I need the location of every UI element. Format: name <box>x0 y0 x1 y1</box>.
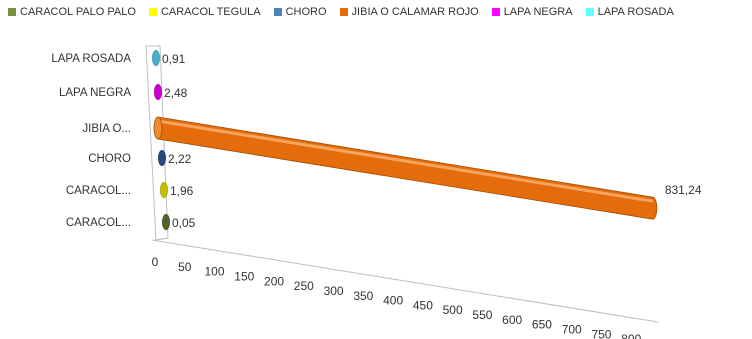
plot-back-wall <box>145 45 169 241</box>
legend-label: LAPA ROSADA <box>597 6 674 18</box>
x-tick-label: 450 <box>413 298 433 312</box>
legend-item: LAPA ROSADA <box>585 6 674 18</box>
legend-label: CARACOL PALO PALO <box>20 6 136 18</box>
x-axis-line <box>151 239 659 323</box>
x-tick-label: 650 <box>532 318 552 332</box>
x-tick-label: 550 <box>472 308 492 322</box>
bar-cap <box>153 116 163 140</box>
legend-label: LAPA NEGRA <box>503 6 573 18</box>
legend-swatch <box>585 8 594 16</box>
x-tick-label: 700 <box>562 323 582 337</box>
bar-0 <box>161 213 171 231</box>
legend-item: JIBIA O CALAMAR ROJO <box>339 6 479 18</box>
bar-4 <box>153 83 163 101</box>
bar-1 <box>159 181 169 199</box>
legend-swatch <box>8 8 16 16</box>
legend-item: CARACOL PALO PALO <box>8 6 136 18</box>
x-tick-label: 600 <box>502 313 522 327</box>
bar-2 <box>157 149 167 167</box>
x-tick-label: 250 <box>294 279 314 293</box>
y-tick-label: CARACOL... <box>66 185 131 197</box>
data-label: 0,91 <box>162 52 186 66</box>
x-tick-label: 150 <box>234 269 254 283</box>
data-label: 1,96 <box>170 184 194 198</box>
y-tick-label: LAPA NEGRA <box>59 87 131 99</box>
legend-swatch <box>273 8 282 16</box>
legend-label: CHORO <box>285 6 327 18</box>
bar-3 <box>153 116 658 220</box>
y-tick-label: LAPA ROSADA <box>51 53 131 65</box>
bar-mark <box>153 83 163 101</box>
y-tick-label: CHORO <box>88 153 131 165</box>
x-tick-label: 400 <box>383 294 403 308</box>
bar-mark <box>161 213 171 231</box>
x-tick-label: 0 <box>152 255 159 269</box>
legend-item: LAPA NEGRA <box>491 6 573 18</box>
x-tick-label: 100 <box>205 265 225 279</box>
bar-mark <box>151 49 161 67</box>
x-tick-label: 800 <box>621 332 641 339</box>
data-label: 831,24 <box>665 183 702 197</box>
bar-highlight <box>157 119 654 203</box>
x-tick-label: 50 <box>178 260 192 274</box>
legend-item: CHORO <box>273 6 327 18</box>
data-label: 0,05 <box>172 216 196 230</box>
x-tick-label: 850 <box>651 337 671 339</box>
x-tick-label: 750 <box>591 327 611 339</box>
data-label: 2,48 <box>164 86 188 100</box>
legend-label: JIBIA O CALAMAR ROJO <box>351 6 479 18</box>
legend-swatch <box>148 8 157 16</box>
legend-item: CARACOL TEGULA <box>148 6 261 18</box>
legend-swatch <box>339 8 348 16</box>
data-label: 2,22 <box>168 152 192 166</box>
bar-mark <box>159 181 169 199</box>
bar-5 <box>151 49 161 67</box>
floor-edge <box>155 237 169 241</box>
chart-legend: CARACOL PALO PALO CARACOL TEGULA CHORO JIBI… <box>8 6 687 18</box>
legend-label: CARACOL TEGULA <box>160 6 261 18</box>
x-tick-label: 300 <box>324 284 344 298</box>
y-tick-label: JIBIA O... <box>82 123 131 135</box>
bar-mark <box>157 149 167 167</box>
x-tick-label: 350 <box>353 289 373 303</box>
x-tick-label: 200 <box>264 274 284 288</box>
legend-swatch <box>491 8 500 16</box>
x-tick-label: 500 <box>443 303 463 317</box>
y-tick-label: CARACOL... <box>66 217 131 229</box>
